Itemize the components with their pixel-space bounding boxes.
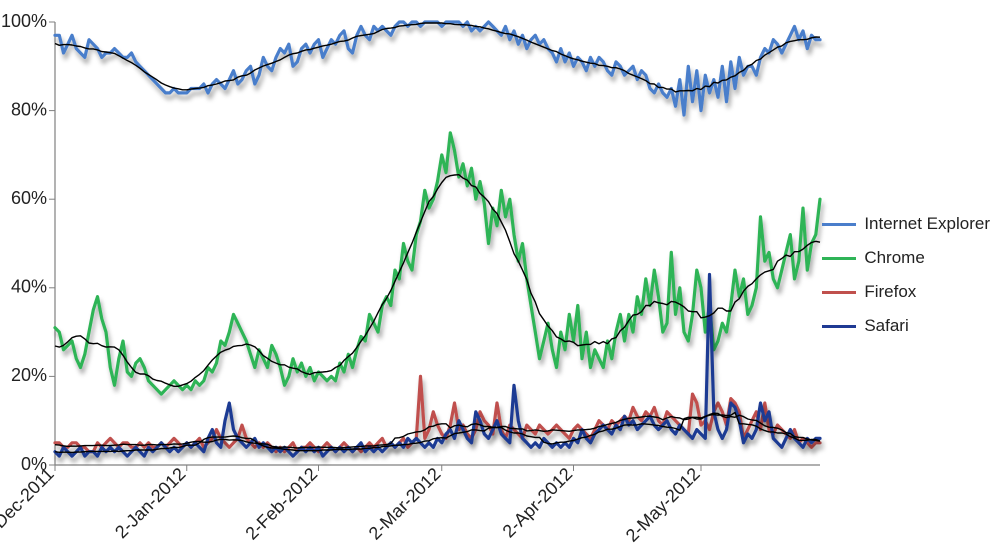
legend-item-firefox: Firefox [822, 282, 990, 302]
svg-text:40%: 40% [11, 277, 47, 297]
legend-label: Chrome [864, 248, 924, 268]
legend-label: Internet Explorer [864, 214, 990, 234]
legend-swatch-firefox [822, 291, 856, 294]
legend: Internet Explorer Chrome Firefox Safari [822, 200, 990, 350]
svg-text:80%: 80% [11, 99, 47, 119]
legend-swatch-chrome [822, 257, 856, 260]
legend-label: Firefox [864, 282, 916, 302]
svg-text:20%: 20% [11, 365, 47, 385]
legend-item-chrome: Chrome [822, 248, 990, 268]
legend-item-safari: Safari [822, 316, 990, 336]
svg-text:2-Apr-2012: 2-Apr-2012 [499, 464, 577, 542]
svg-text:100%: 100% [1, 11, 47, 31]
svg-text:2-Feb-2012: 2-Feb-2012 [241, 464, 321, 544]
legend-item-ie: Internet Explorer [822, 214, 990, 234]
legend-label: Safari [864, 316, 908, 336]
series-ie [55, 22, 820, 115]
legend-swatch-safari [822, 325, 856, 328]
svg-text:2-Jan-2012: 2-Jan-2012 [111, 464, 190, 543]
svg-text:60%: 60% [11, 188, 47, 208]
trend-chrome [55, 175, 820, 387]
legend-swatch-ie [822, 223, 856, 226]
svg-text:2-May-2012: 2-May-2012 [622, 464, 704, 546]
svg-text:2-Dec-2011: 2-Dec-2011 [0, 464, 58, 544]
series-chrome [55, 133, 820, 394]
browser-share-chart: 0%20%40%60%80%100%2-Dec-20112-Jan-20122-… [0, 0, 1000, 553]
series-safari [55, 275, 820, 457]
svg-text:2-Mar-2012: 2-Mar-2012 [365, 464, 445, 544]
